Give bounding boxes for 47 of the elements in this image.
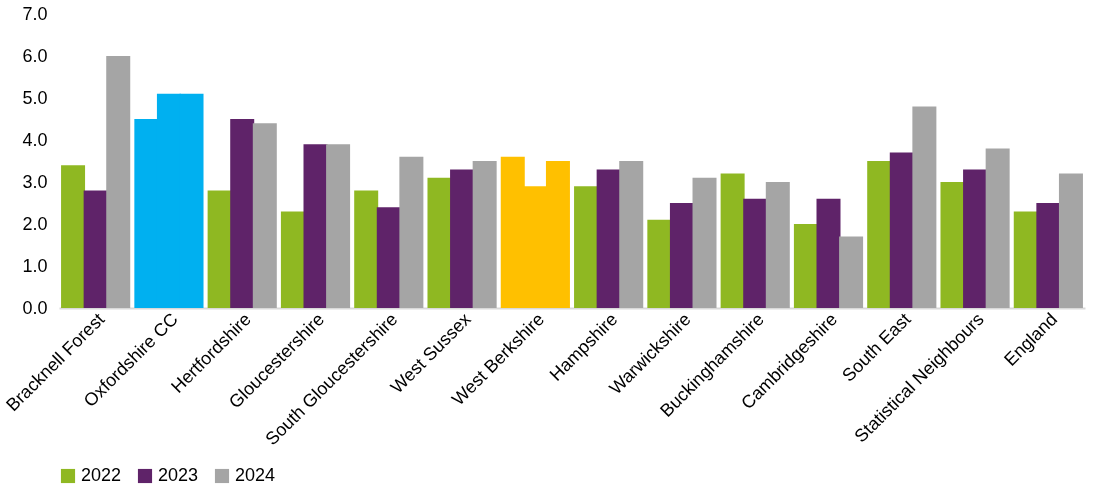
bar: [354, 190, 379, 308]
legend-label: 2022: [81, 465, 122, 485]
bar: [376, 207, 401, 308]
y-tick-label: 5.0: [22, 87, 48, 108]
bar: [619, 161, 644, 308]
bar: [940, 182, 965, 308]
y-tick-label: 4.0: [22, 129, 48, 150]
bar: [83, 190, 108, 308]
bar: [450, 169, 475, 308]
bar: [816, 198, 841, 308]
bar: [1013, 211, 1038, 308]
y-tick-label: 2.0: [22, 213, 48, 234]
bar: [647, 219, 672, 308]
y-tick-label: 1.0: [22, 255, 48, 276]
bar: [793, 224, 818, 308]
bar: [720, 173, 745, 308]
y-tick-label: 7.0: [22, 3, 48, 24]
bar: [1036, 203, 1061, 308]
bar: [669, 203, 694, 308]
y-tick-label: 3.0: [22, 171, 48, 192]
legend-label: 2023: [158, 465, 199, 485]
bar: [280, 211, 305, 308]
bar: [912, 106, 937, 308]
y-tick-label: 0.0: [22, 297, 48, 318]
legend-label: 2024: [235, 465, 276, 485]
bar: [839, 236, 864, 308]
bar: [399, 156, 424, 308]
bar: [743, 198, 768, 308]
bar: [574, 186, 599, 308]
bar: [326, 144, 351, 308]
bar: [692, 177, 717, 308]
bar: [889, 152, 914, 308]
y-tick-label: 6.0: [22, 45, 48, 66]
bar: [207, 190, 232, 308]
bar: [985, 148, 1010, 308]
bar: [1058, 173, 1083, 308]
bar: [427, 177, 452, 308]
bar: [106, 56, 131, 308]
bar: [303, 144, 328, 308]
bar: [963, 169, 988, 308]
bar: [230, 119, 255, 308]
bar: [252, 123, 277, 308]
bar: [472, 161, 497, 308]
bar: [867, 161, 892, 308]
bar: [61, 165, 86, 308]
bar: [596, 169, 621, 308]
bar: [765, 182, 790, 308]
